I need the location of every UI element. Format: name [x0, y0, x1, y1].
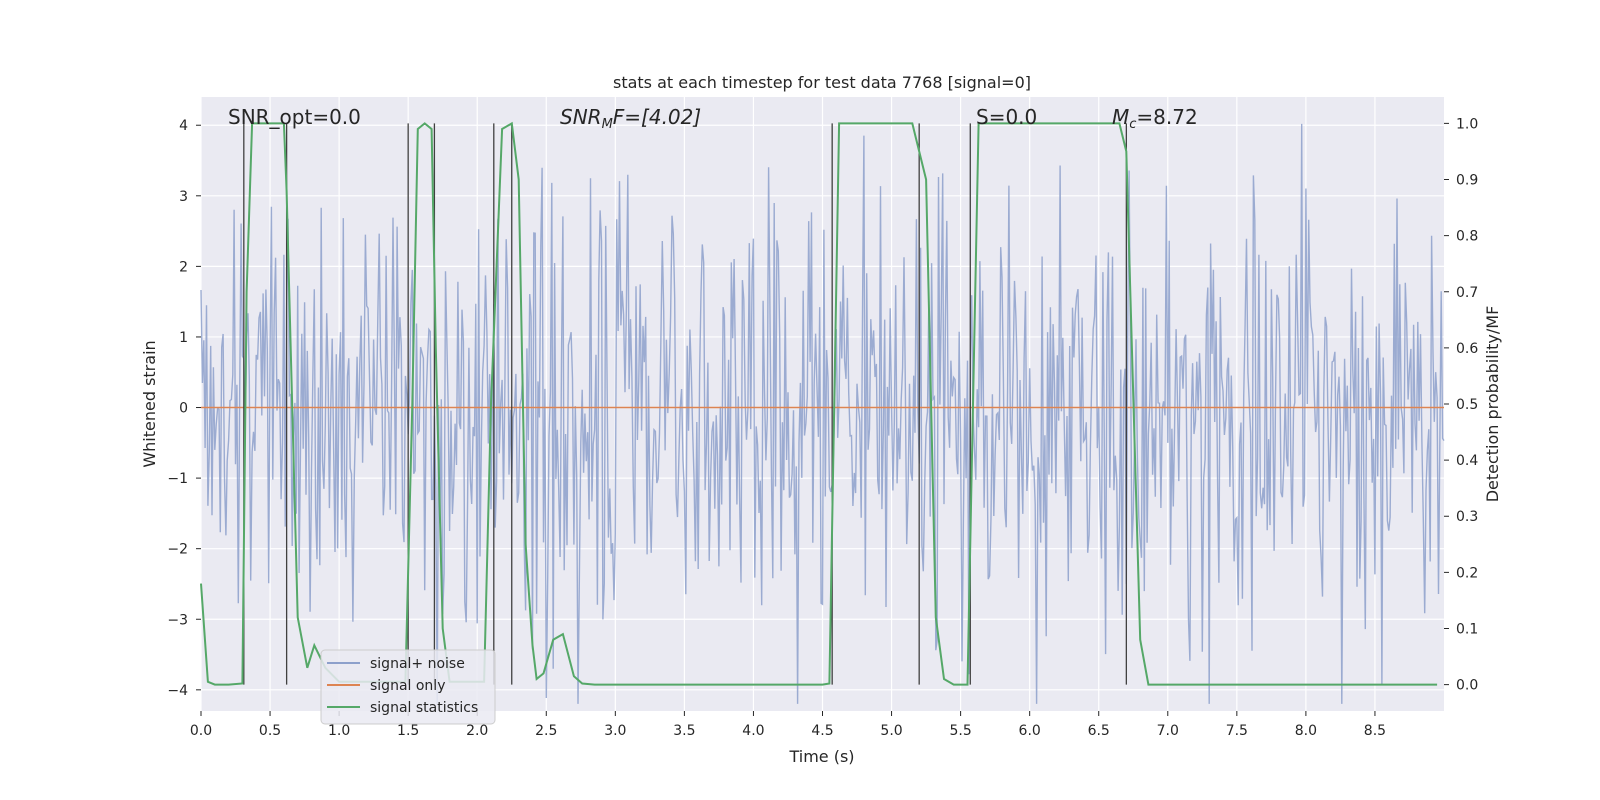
y-tick-label-4: 0: [179, 401, 188, 417]
y2-tick-label-3: 0.7: [1456, 285, 1478, 301]
y2-tick-label-4: 0.6: [1456, 341, 1478, 357]
x-tick-label-11: 5.5: [949, 723, 971, 739]
annotation-snr-opt: SNR_opt=0.0: [228, 105, 361, 129]
legend: signal+ noise signal only signal statist…: [320, 649, 496, 725]
y2-tick-label-0: 1.0: [1456, 116, 1478, 132]
annotation-s: S=0.0: [976, 105, 1037, 129]
legend-label-signal-noise: signal+ noise: [370, 656, 465, 672]
x-axis-ticks: 0.0 0.5 1.0 1.5 2.0 2.5 3.0 3.5 4.0 4.5 5.0 5.5 6.0 6…: [190, 711, 1386, 739]
x-tick-label-15: 7.5: [1226, 723, 1248, 739]
y-tick-label-6: −2: [167, 542, 188, 558]
y2-axis-title: Detection probability/MF: [1483, 306, 1502, 503]
y2-tick-label-6: 0.4: [1456, 453, 1478, 469]
y2-tick-label-9: 0.1: [1456, 621, 1478, 637]
x-tick-label-17: 8.5: [1364, 723, 1386, 739]
y-axis-title: Whitened strain: [140, 340, 159, 467]
annotation-mc: Mc=8.72: [1112, 105, 1198, 132]
legend-label-signal-only: signal only: [370, 678, 445, 694]
x-tick-label-6: 3.0: [604, 723, 626, 739]
x-tick-label-9: 4.5: [811, 723, 833, 739]
x-tick-label-2: 1.0: [328, 723, 350, 739]
signal-statistics-line: [200, 121, 1438, 686]
y-tick-label-7: −3: [167, 612, 188, 628]
y-tick-label-8: −4: [167, 683, 188, 699]
y-axis-ticks: 4 3 2 1 0 −1 −2 −3 −4: [167, 118, 201, 699]
x-tick-label-0: 0.0: [190, 723, 212, 739]
series-signal-statistics: [200, 121, 1438, 686]
x-tick-label-1: 0.5: [259, 723, 281, 739]
x-tick-label-8: 4.0: [742, 723, 764, 739]
y2-tick-label-10: 0.0: [1456, 678, 1478, 694]
chart-title: stats at each timestep for test data 776…: [613, 73, 1031, 92]
y2-tick-label-8: 0.2: [1456, 565, 1478, 581]
x-tick-label-10: 5.0: [880, 723, 902, 739]
y-tick-label-1: 3: [179, 189, 188, 205]
y-tick-label-3: 1: [179, 330, 188, 346]
y-tick-label-5: −1: [167, 471, 188, 487]
x-tick-label-14: 7.0: [1157, 723, 1179, 739]
legend-box: [320, 649, 496, 725]
y2-tick-label-5: 0.5: [1456, 397, 1478, 413]
y2-tick-label-2: 0.8: [1456, 229, 1478, 245]
y2-axis-ticks: 1.0 0.9 0.8 0.7 0.6 0.5 0.4 0.3 0.2 0.1 0.0: [1444, 116, 1478, 694]
x-tick-label-7: 3.5: [673, 723, 695, 739]
y2-tick-label-7: 0.3: [1456, 509, 1478, 525]
y-tick-label-0: 4: [179, 118, 188, 134]
x-tick-label-3: 1.5: [397, 723, 419, 739]
x-tick-label-4: 2.0: [466, 723, 488, 739]
x-tick-label-5: 2.5: [535, 723, 557, 739]
y2-tick-label-1: 0.9: [1456, 173, 1478, 189]
annotation-snr-mf: SNRMF=[4.02]: [560, 105, 701, 132]
x-tick-label-16: 8.0: [1295, 723, 1317, 739]
legend-label-signal-statistics: signal statistics: [370, 700, 478, 716]
y-tick-label-2: 2: [179, 259, 188, 275]
x-tick-label-13: 6.5: [1088, 723, 1110, 739]
x-axis-title: Time (s): [788, 747, 854, 766]
x-tick-label-12: 6.0: [1019, 723, 1041, 739]
